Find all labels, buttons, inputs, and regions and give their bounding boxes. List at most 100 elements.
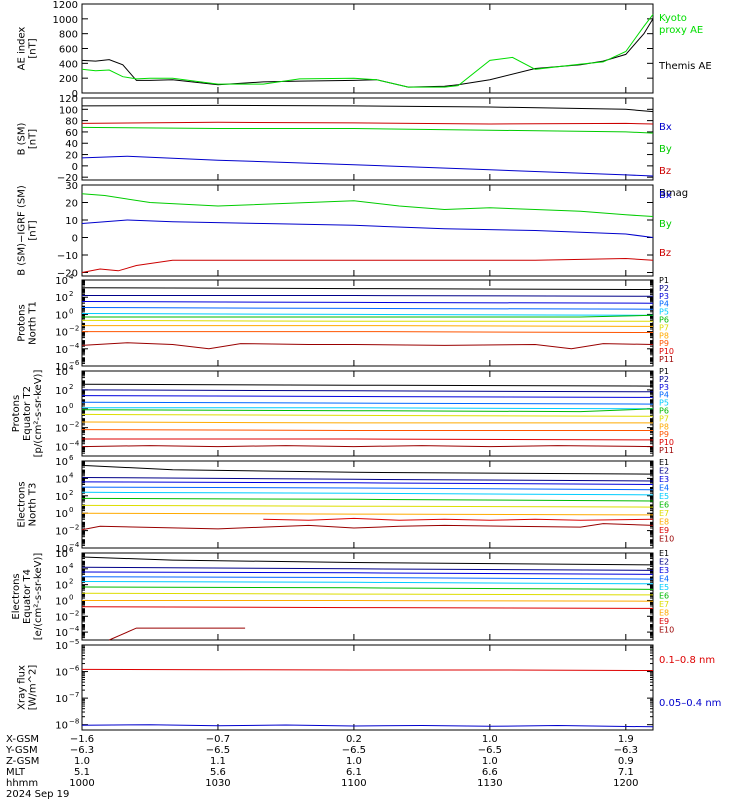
legend-entry: P7 [659, 323, 669, 332]
y-tick-label: 600 [59, 45, 78, 56]
series-bx [81, 219, 654, 238]
axis-row-value: 0.9 [618, 756, 634, 767]
axis-row-value: −6.5 [478, 745, 502, 756]
y-tick-label: 80 [65, 117, 78, 128]
y-tick-label: 10 [55, 424, 68, 435]
panel-3-ylabel: [nT] [28, 220, 39, 240]
legend-entry: E1 [659, 549, 669, 558]
legend-entry: E2 [659, 558, 669, 567]
series-e5 [81, 581, 654, 585]
legend-entry: proxy AE [659, 25, 703, 36]
panel-5-ylabel: [p/(cm²-s-sr-keV)] [33, 370, 44, 458]
y-tick-label: 200 [59, 74, 78, 85]
series-0-05-0-4-nm [81, 724, 654, 728]
y-tick-label: 10 [55, 276, 68, 287]
y-tick-exponent: 2 [69, 383, 73, 391]
legend-entry: E10 [659, 535, 674, 544]
series-p5 [82, 407, 654, 410]
series-e3 [81, 571, 654, 575]
series-p8 [82, 325, 654, 327]
axis-row-value: 1.0 [482, 734, 498, 745]
series-bz [81, 257, 654, 273]
legend-entry: E9 [659, 617, 669, 626]
legend-entry: E6 [659, 501, 669, 510]
y-tick-exponent: 2 [69, 290, 73, 298]
legend-entry: P3 [659, 292, 669, 301]
series-0-1-0-8-nm [81, 668, 654, 671]
y-tick-label: 10 [55, 345, 68, 356]
panel-7-ylabel: Equator T4 [22, 569, 33, 624]
y-tick-exponent: 2 [69, 489, 73, 497]
axis-row-value: 1.9 [618, 734, 634, 745]
legend-entry: 0.05–0.4 nm [659, 698, 721, 709]
y-tick-label: 10 [55, 509, 68, 520]
axis-row-value: 1000 [69, 778, 94, 789]
y-tick-label: 10 [55, 310, 68, 321]
series-p1 [81, 383, 654, 387]
y-tick-label: 10 [55, 721, 68, 732]
series-by [81, 193, 654, 217]
y-tick-label: 10 [55, 362, 68, 373]
panel-2-frame [81, 97, 654, 181]
legend-entry: E5 [659, 583, 669, 592]
y-tick-label: 10 [55, 565, 68, 576]
y-tick-exponent: −2 [69, 325, 79, 333]
panel-5-ylabel: Protons [11, 395, 22, 432]
series-e6 [81, 586, 654, 590]
axis-row-label: Y-GSM [5, 745, 38, 756]
legend-entry: Bx [659, 122, 672, 133]
series-e10 [108, 627, 246, 641]
legend-entry: E10 [659, 626, 674, 635]
legend-entry: P8 [659, 422, 669, 431]
series-p6 [81, 408, 654, 413]
y-tick-exponent: 0 [69, 307, 73, 315]
y-tick-label: 20 [65, 199, 78, 210]
legend-entry: E6 [659, 592, 669, 601]
series-p4 [81, 401, 654, 405]
y-tick-exponent: 6 [69, 546, 74, 554]
legend-entry: E9 [659, 526, 669, 535]
y-tick-label: −20 [57, 269, 78, 280]
y-tick-label: 10 [55, 628, 68, 639]
y-tick-exponent: −4 [69, 625, 80, 633]
axis-row-value: 6.1 [346, 767, 362, 778]
panel-8-ylabel: [W/m^2] [28, 665, 39, 711]
axis-row-value: 1200 [613, 778, 638, 789]
y-tick-label: 20 [65, 151, 78, 162]
series-e10 [81, 523, 654, 531]
legend-entry: P3 [659, 383, 669, 392]
axis-row-value: −0.7 [206, 734, 230, 745]
y-tick-exponent: −4 [69, 541, 80, 549]
y-tick-label: 10 [55, 527, 68, 538]
panel-6-ylabel: Electrons [17, 481, 28, 527]
legend-entry: P4 [659, 300, 669, 309]
series-e2 [81, 566, 654, 571]
y-tick-label: 10 [55, 694, 68, 705]
y-tick-exponent: −2 [69, 609, 79, 617]
legend-entry: Bz [659, 248, 671, 259]
series-e4 [81, 486, 654, 491]
legend-entry: P9 [659, 339, 669, 348]
y-tick-label: 40 [65, 139, 78, 150]
series-e6 [81, 497, 654, 502]
legend-entry: E8 [659, 609, 669, 618]
legend-entry: Kyoto [659, 13, 687, 24]
legend-entry: By [659, 219, 672, 230]
y-tick-label: 400 [59, 59, 78, 70]
date-label: 2024 Sep 19 [6, 789, 69, 800]
legend-entry: By [659, 144, 672, 155]
axis-row-value: 1.0 [74, 756, 90, 767]
y-tick-label: 10 [55, 549, 68, 560]
y-tick-label: 100 [59, 105, 78, 116]
panel-2-ylabel: [nT] [28, 129, 39, 149]
y-tick-exponent: −6 [69, 359, 80, 367]
legend-entry: P4 [659, 391, 669, 400]
y-tick-label: 0 [72, 162, 78, 173]
panel-1-ylabel: AE index [17, 27, 28, 71]
y-tick-exponent: 4 [69, 562, 74, 570]
series-e9 [81, 606, 654, 609]
panel-7-frame [81, 552, 654, 641]
y-tick-label: 60 [65, 128, 78, 139]
y-tick-label: 10 [55, 596, 68, 607]
y-tick-label: 10 [55, 405, 68, 416]
